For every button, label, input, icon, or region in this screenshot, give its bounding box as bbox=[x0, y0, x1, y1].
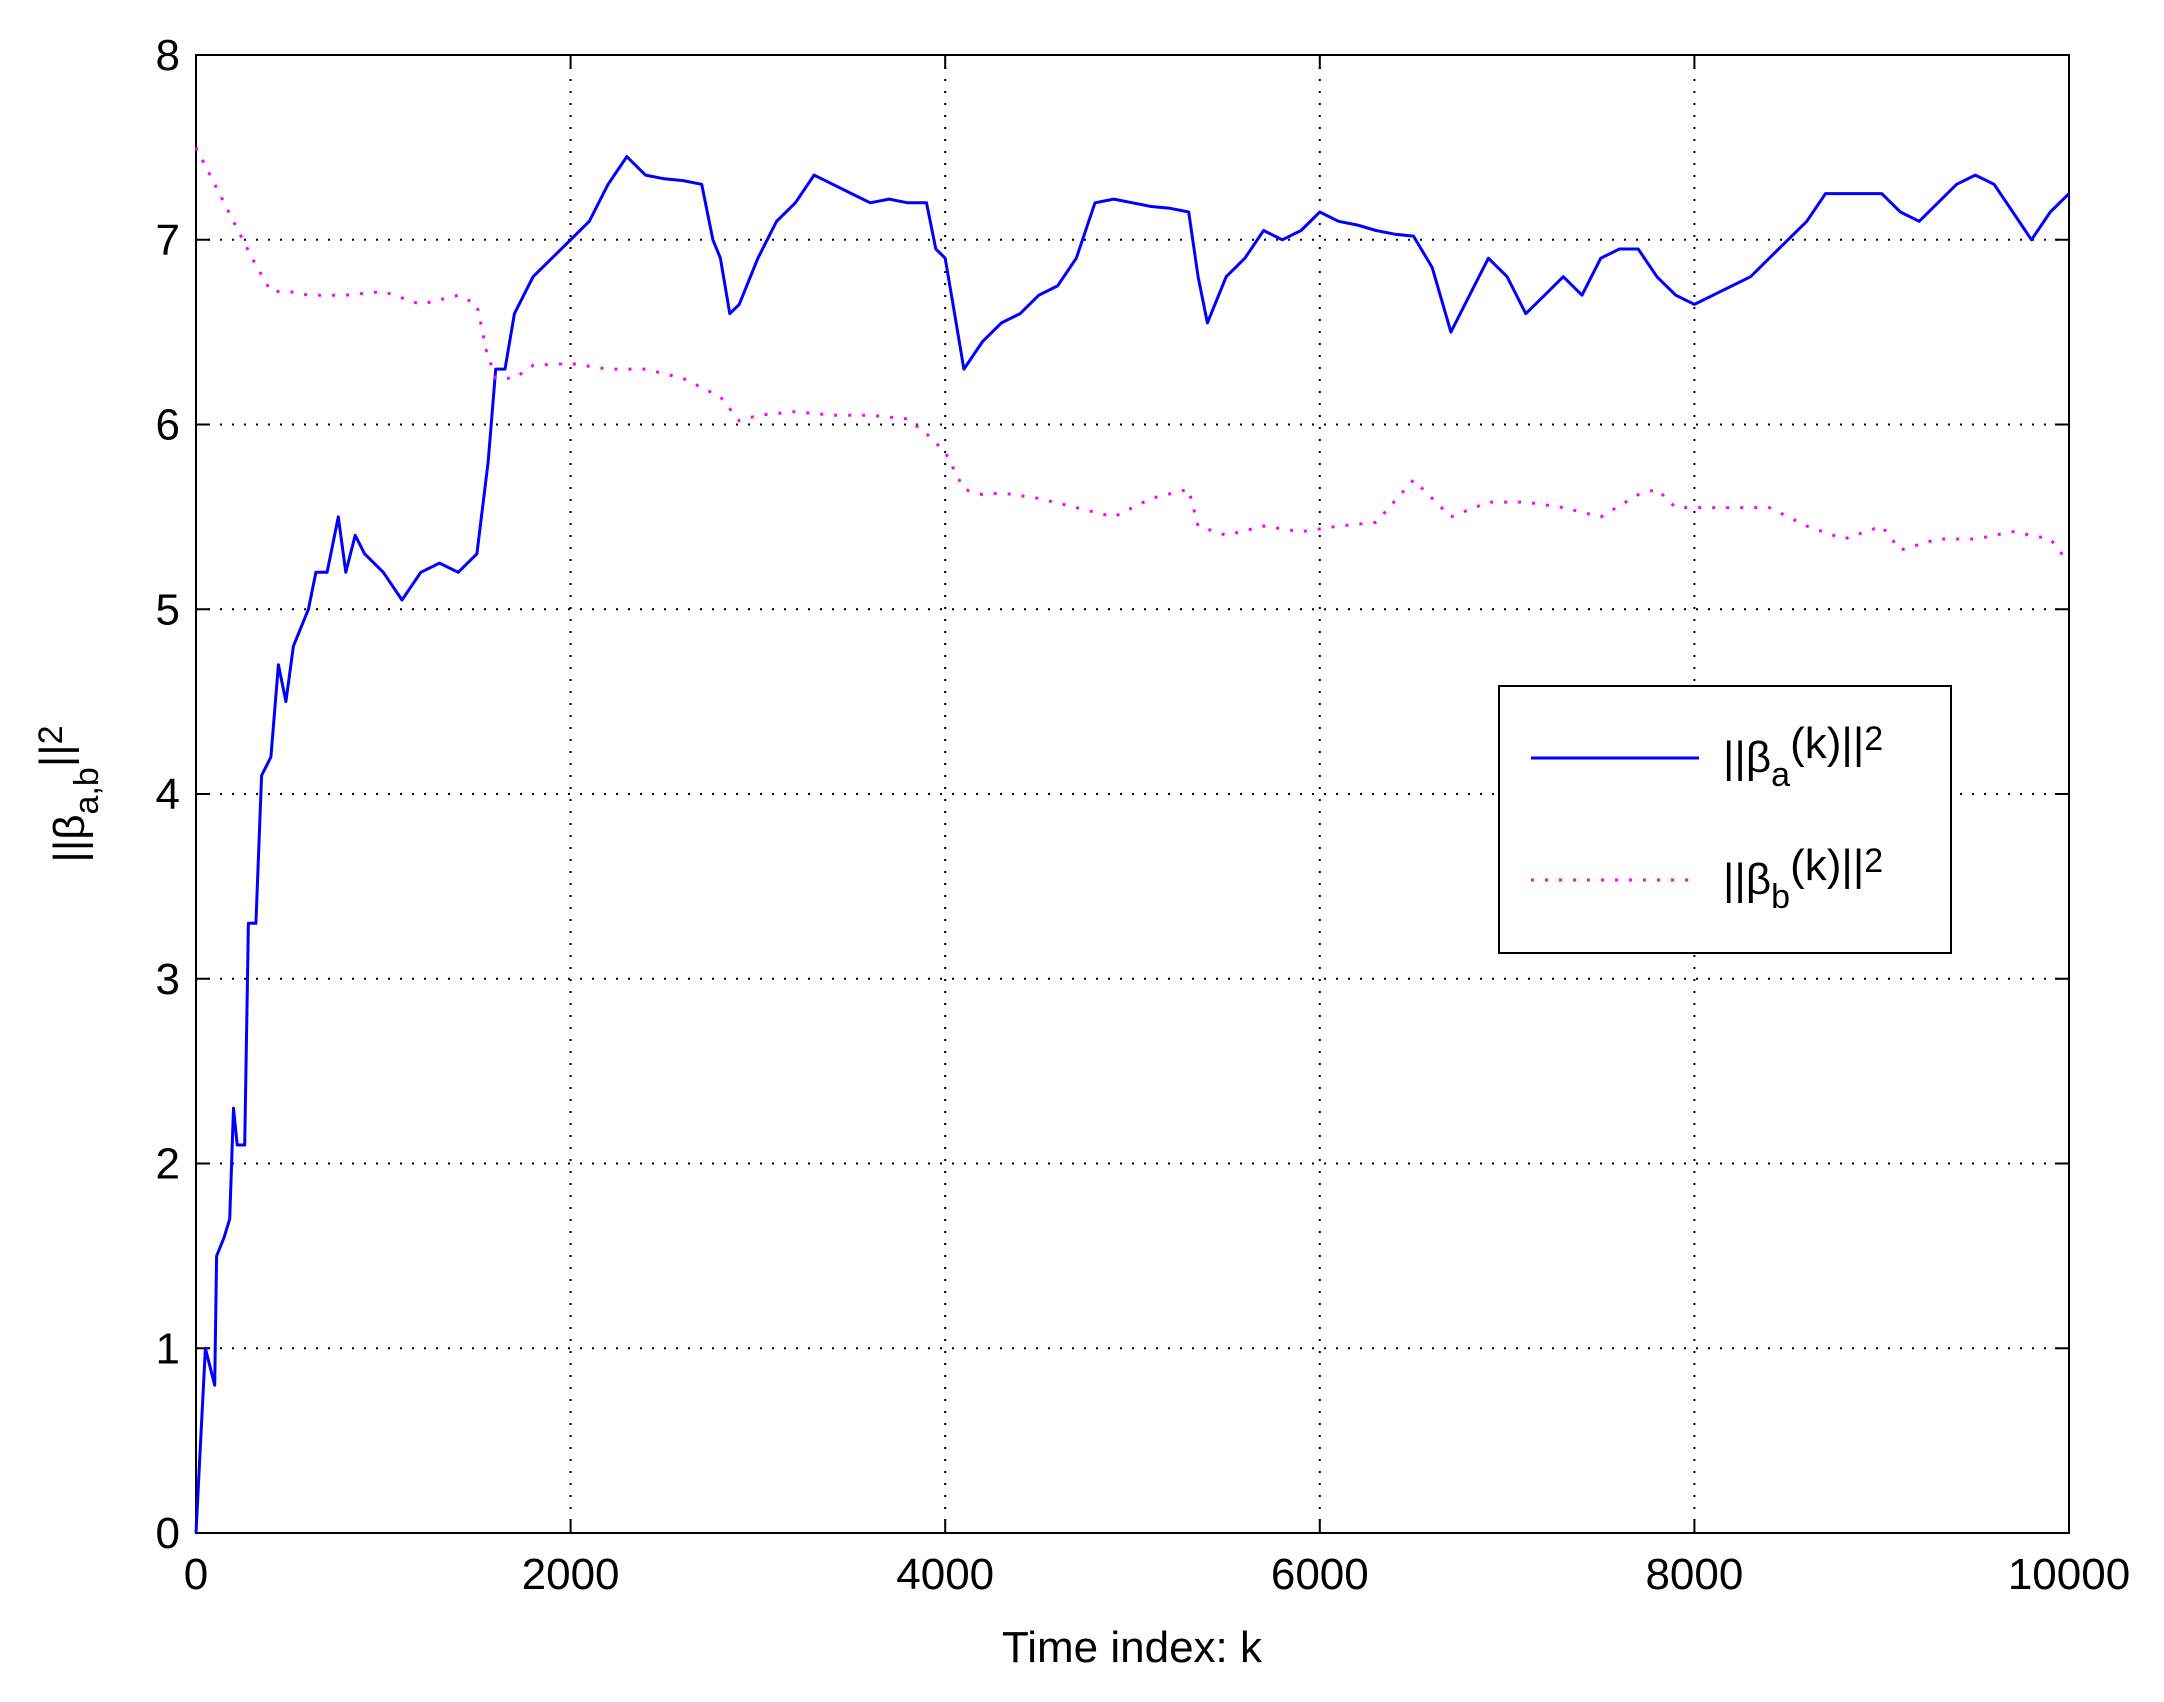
data-line bbox=[194, 155, 2071, 1534]
text-part: (k)|| bbox=[1790, 841, 1864, 890]
text-part: (k)|| bbox=[1790, 719, 1864, 768]
text-part: ||β bbox=[45, 814, 94, 862]
data-line bbox=[194, 146, 2071, 565]
text-part: a,b bbox=[68, 767, 106, 814]
legend-label: ||βa(k)||2 bbox=[1723, 719, 1883, 794]
x-axis-label: Time index: k bbox=[1002, 1623, 1263, 1672]
y-tick-label: 6 bbox=[156, 401, 180, 450]
text-part: 2 bbox=[1864, 842, 1883, 880]
y-axis-label: ||βa,b||2 bbox=[31, 725, 106, 862]
text-part: a bbox=[1771, 756, 1790, 794]
y-tick-label: 5 bbox=[156, 585, 180, 634]
text-part: 2 bbox=[1864, 720, 1883, 758]
y-tick-label: 7 bbox=[156, 216, 180, 265]
text-part: || bbox=[31, 744, 80, 767]
text-part: 2 bbox=[32, 725, 70, 744]
x-tick-label: 6000 bbox=[1271, 1550, 1369, 1599]
x-tick-label: 0 bbox=[184, 1550, 208, 1599]
y-tick-label: 1 bbox=[156, 1324, 180, 1373]
text-part: ||β bbox=[1723, 855, 1771, 904]
y-tick-label: 2 bbox=[156, 1140, 180, 1189]
x-tick-label: 2000 bbox=[522, 1550, 620, 1599]
x-tick-label: 10000 bbox=[2008, 1550, 2130, 1599]
text-part: b bbox=[1771, 878, 1790, 916]
y-tick-label: 8 bbox=[156, 31, 180, 80]
legend-label: ||βb(k)||2 bbox=[1723, 841, 1883, 916]
y-tick-label: 0 bbox=[156, 1509, 180, 1558]
y-tick-label: 3 bbox=[156, 955, 180, 1004]
x-tick-label: 4000 bbox=[896, 1550, 994, 1599]
plot-frame bbox=[195, 54, 2070, 1534]
x-tick-label: 8000 bbox=[1645, 1550, 1743, 1599]
text-part: ||β bbox=[1723, 733, 1771, 782]
y-tick-label: 4 bbox=[156, 770, 180, 819]
legend-box bbox=[1498, 685, 1952, 954]
